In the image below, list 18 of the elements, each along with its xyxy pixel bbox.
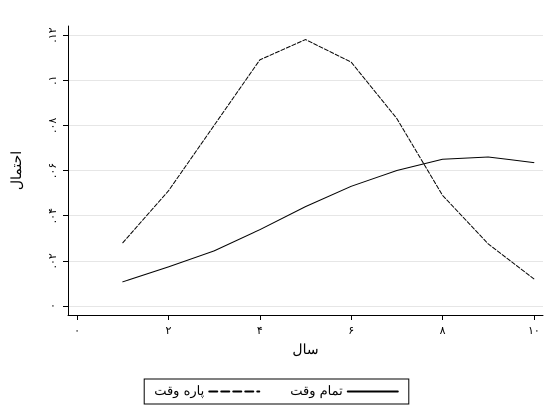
y-tick-label: .۰۴: [46, 208, 59, 224]
x-axis-title: سال: [292, 342, 319, 358]
y-tick-label: .۰۸: [46, 118, 59, 134]
legend-label: تمام وقت: [290, 384, 344, 399]
x-tick-label: ۸: [440, 324, 446, 337]
x-tick-label: ۱۰: [528, 324, 540, 337]
x-tick-label: ۴: [256, 324, 263, 337]
legend-label: پاره وقت: [154, 384, 205, 399]
y-tick-label: .۱: [46, 75, 59, 85]
x-tick-label: ۰: [74, 324, 80, 337]
x-tick-label: ۶: [348, 324, 354, 337]
line-series: [122, 39, 534, 280]
y-tick-label: .۱۲: [46, 27, 59, 43]
y-tick-label: .۰۶: [46, 162, 59, 178]
x-tick-label: ۲: [166, 324, 172, 337]
y-axis-title: احتمال: [9, 150, 25, 190]
y-tick-label: ۰: [46, 303, 59, 309]
y-tick-label: .۰۲: [46, 253, 59, 268]
